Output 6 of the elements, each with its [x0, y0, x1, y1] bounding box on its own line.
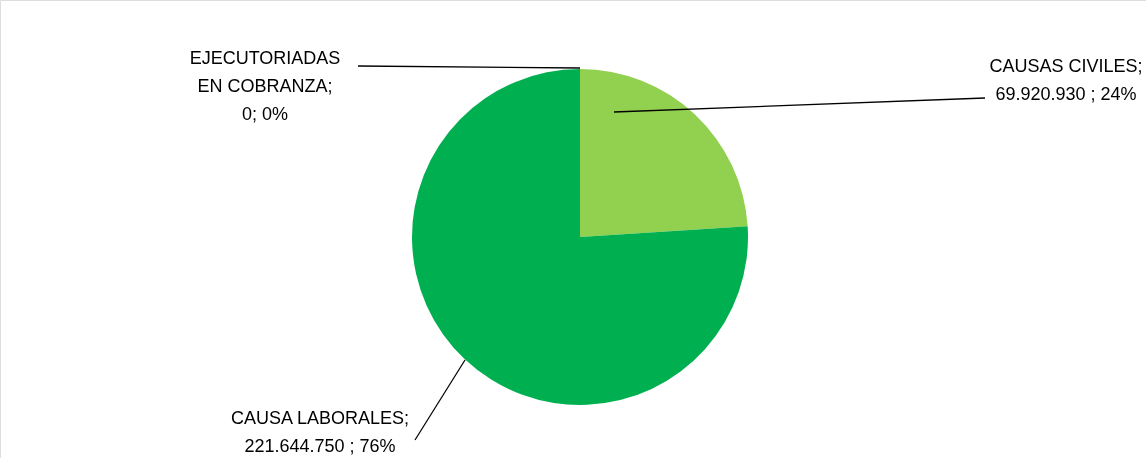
pie-slice	[412, 69, 748, 405]
slice-label: CAUSA LABORALES; 221.644.750 ; 76%	[230, 408, 410, 456]
slice-label: CAUSAS CIVILES; 69.920.930 ; 24%	[989, 56, 1143, 104]
pie-slice	[580, 69, 748, 237]
text: 0; 0%	[241, 104, 289, 124]
category-label: EJECUTORIADAS EN COBRANZA;	[189, 48, 341, 96]
